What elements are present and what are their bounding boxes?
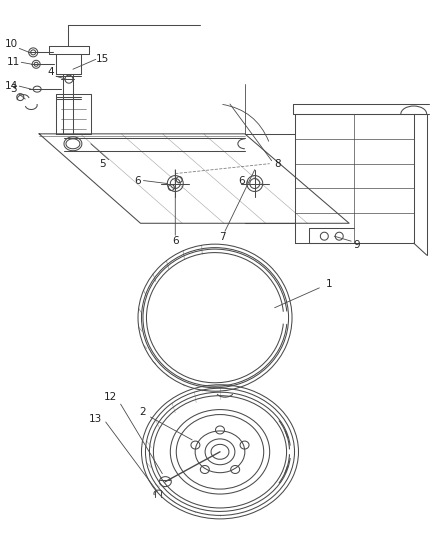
Text: 13: 13 bbox=[89, 414, 102, 424]
Text: 3: 3 bbox=[10, 84, 17, 94]
Text: 6: 6 bbox=[134, 175, 141, 185]
Text: 9: 9 bbox=[354, 240, 360, 250]
Text: 1: 1 bbox=[326, 279, 332, 289]
Text: 10: 10 bbox=[5, 39, 18, 50]
Text: 12: 12 bbox=[104, 392, 117, 402]
Text: 8: 8 bbox=[274, 159, 281, 168]
Text: 11: 11 bbox=[7, 58, 20, 67]
Text: 14: 14 bbox=[5, 81, 18, 91]
Text: 2: 2 bbox=[139, 407, 146, 417]
Text: 6: 6 bbox=[239, 175, 245, 185]
Text: 5: 5 bbox=[99, 159, 106, 168]
Text: 6: 6 bbox=[172, 236, 179, 246]
Text: 4: 4 bbox=[48, 67, 54, 77]
Text: 7: 7 bbox=[219, 232, 225, 242]
Text: 15: 15 bbox=[96, 54, 110, 64]
